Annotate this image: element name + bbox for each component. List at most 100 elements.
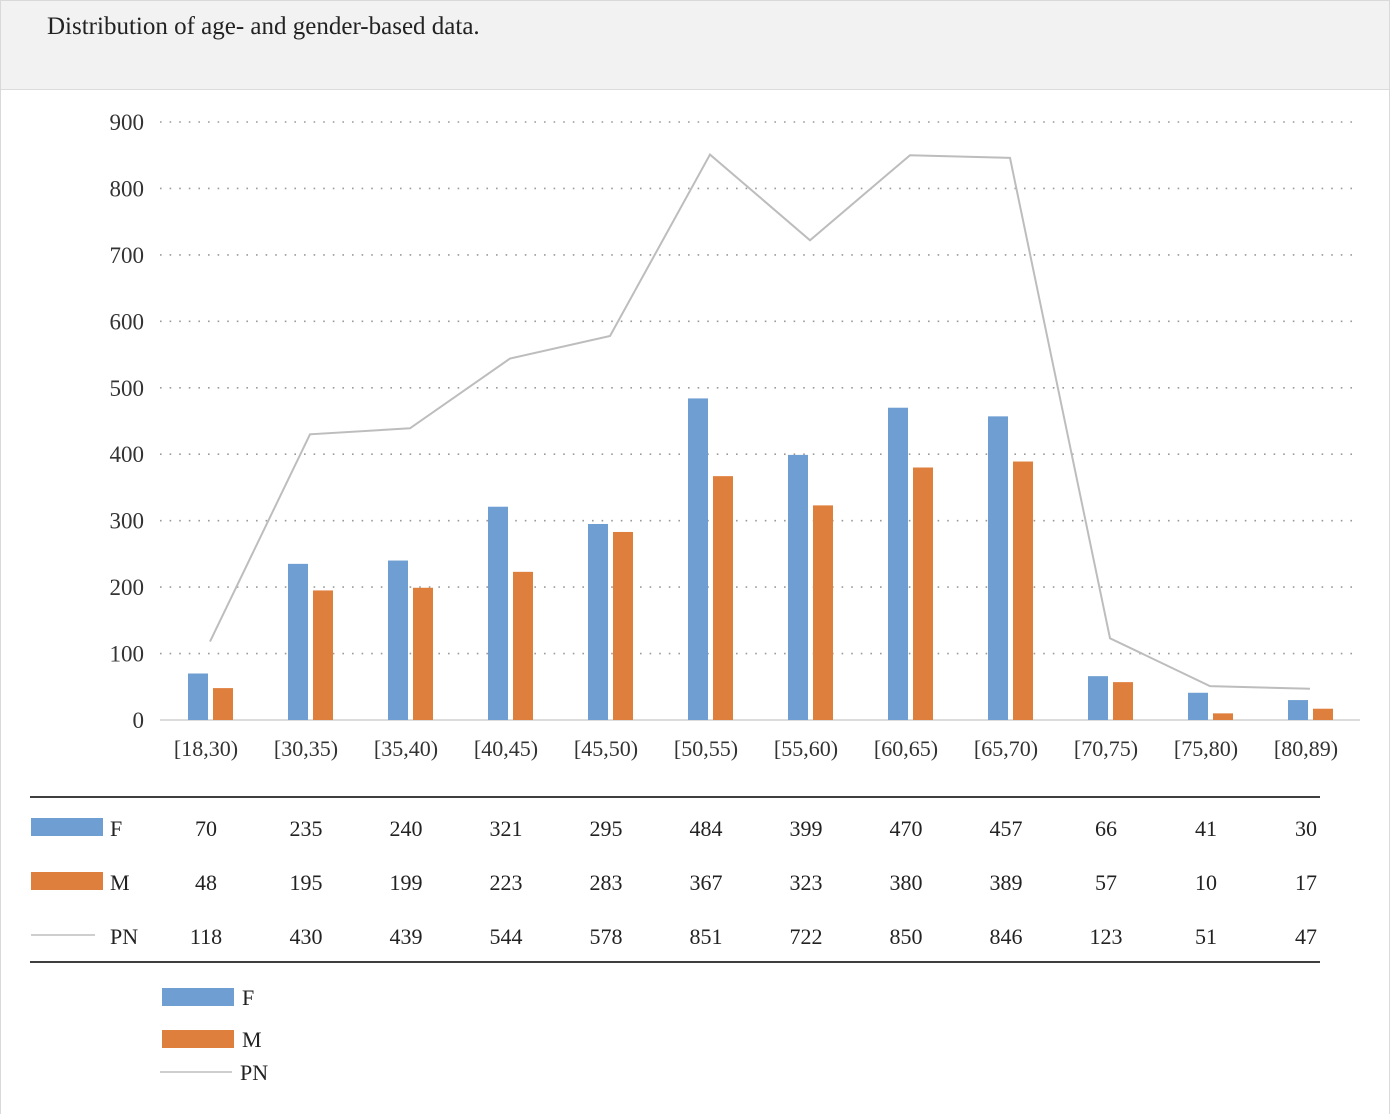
table-cell: 48 bbox=[195, 870, 217, 895]
table-cell: 57 bbox=[1095, 870, 1117, 895]
table-cell: 851 bbox=[690, 924, 723, 949]
table-row-label: M bbox=[110, 870, 130, 895]
table-cell: 235 bbox=[290, 816, 323, 841]
y-tick-labels: 0 100 200 300 400 500 600 700 800 900 bbox=[110, 110, 145, 733]
legend-label-pn: PN bbox=[240, 1060, 268, 1085]
bar-f bbox=[1088, 676, 1108, 720]
bar-f bbox=[688, 398, 708, 720]
x-tick-label: [35,40) bbox=[374, 736, 438, 761]
bar-m bbox=[713, 476, 733, 720]
legend-swatch-m bbox=[162, 1030, 234, 1048]
table-cell: 66 bbox=[1095, 816, 1117, 841]
bar-layer bbox=[188, 398, 1333, 720]
x-tick-label: [50,55) bbox=[674, 736, 738, 761]
legend-swatch-f bbox=[162, 988, 234, 1006]
table-cell: 295 bbox=[590, 816, 623, 841]
table-cell: 457 bbox=[990, 816, 1023, 841]
x-tick-label: [80,89) bbox=[1274, 736, 1338, 761]
table-key-f bbox=[31, 818, 103, 836]
bar-m bbox=[613, 531, 633, 720]
bar-m bbox=[1013, 461, 1033, 720]
bar-m bbox=[513, 571, 533, 720]
data-table: F 70 235 240 321 295 484 399 470 457 66 41 30 M 48 195 1… bbox=[30, 796, 1320, 963]
legend-label-m: M bbox=[242, 1027, 262, 1052]
figure-caption: Distribution of age- and gender-based da… bbox=[47, 13, 480, 40]
x-tick-label: [30,35) bbox=[274, 736, 338, 761]
y-tick-label: 300 bbox=[110, 509, 145, 534]
bar-m bbox=[1313, 708, 1333, 720]
table-cell: 240 bbox=[390, 816, 423, 841]
bar-m bbox=[213, 688, 233, 720]
table-cell: 430 bbox=[290, 924, 323, 949]
y-tick-label: 500 bbox=[110, 376, 145, 401]
table-cell: 118 bbox=[190, 924, 222, 949]
line-layer bbox=[209, 152, 1311, 690]
x-tick-label: [65,70) bbox=[974, 736, 1038, 761]
frame-left-border bbox=[0, 88, 1, 1114]
table-cell: 195 bbox=[290, 870, 323, 895]
y-tick-label: 400 bbox=[110, 442, 145, 467]
table-cell: 10 bbox=[1195, 870, 1217, 895]
x-tick-label: [70,75) bbox=[1074, 736, 1138, 761]
bar-f bbox=[788, 454, 808, 720]
table-cell: 123 bbox=[1090, 924, 1123, 949]
table-cell: 722 bbox=[790, 924, 823, 949]
legend-label-f: F bbox=[242, 985, 254, 1010]
table-cell: 380 bbox=[890, 870, 923, 895]
table-cell: 846 bbox=[990, 924, 1023, 949]
table-cell: 850 bbox=[890, 924, 923, 949]
bar-m bbox=[813, 505, 833, 720]
table-cell: 389 bbox=[990, 870, 1023, 895]
bar-f bbox=[388, 560, 408, 720]
table-cell: 199 bbox=[390, 870, 423, 895]
bar-f bbox=[988, 416, 1008, 720]
table-cell: 544 bbox=[490, 924, 523, 949]
x-tick-label: [18,30) bbox=[174, 736, 238, 761]
bar-f bbox=[288, 563, 308, 720]
table-cell: 578 bbox=[590, 924, 623, 949]
category-labels: [18,30) [30,35) [35,40) [40,45) [45,50) [50,5… bbox=[174, 736, 1338, 761]
bar-f bbox=[888, 407, 908, 720]
table-cell: 41 bbox=[1195, 816, 1217, 841]
table-cell: 323 bbox=[790, 870, 823, 895]
x-tick-label: [60,65) bbox=[874, 736, 938, 761]
table-cell: 439 bbox=[390, 924, 423, 949]
table-cell: 399 bbox=[790, 816, 823, 841]
table-cell: 47 bbox=[1295, 924, 1317, 949]
table-cell: 484 bbox=[690, 816, 723, 841]
bar-m bbox=[413, 587, 433, 720]
table-cell: 70 bbox=[195, 816, 217, 841]
y-tick-label: 200 bbox=[110, 575, 145, 600]
bar-f bbox=[488, 506, 508, 720]
bar-f bbox=[588, 523, 608, 720]
table-cell: 367 bbox=[690, 870, 723, 895]
bar-f bbox=[1288, 700, 1308, 720]
y-tick-label: 900 bbox=[110, 110, 145, 135]
bar-m bbox=[913, 467, 933, 720]
bar-m bbox=[1213, 713, 1233, 720]
x-tick-label: [45,50) bbox=[574, 736, 638, 761]
table-cell: 223 bbox=[490, 870, 523, 895]
table-cell: 51 bbox=[1195, 924, 1217, 949]
table-cell: 17 bbox=[1295, 870, 1317, 895]
bar-m bbox=[1113, 682, 1133, 720]
legend: FM PN bbox=[160, 985, 268, 1085]
y-tick-label: 800 bbox=[110, 176, 145, 201]
x-tick-label: [40,45) bbox=[474, 736, 538, 761]
y-tick-label: 100 bbox=[110, 642, 145, 667]
grid-layer bbox=[160, 121, 1360, 721]
table-row-label: F bbox=[110, 816, 122, 841]
table-cell: 321 bbox=[490, 816, 523, 841]
y-tick-label: 0 bbox=[133, 708, 145, 733]
caption-bar: Distribution of age- and gender-based da… bbox=[0, 0, 1390, 90]
bar-f bbox=[1188, 692, 1208, 720]
bar-m bbox=[313, 590, 333, 720]
table-cell: 283 bbox=[590, 870, 623, 895]
bar-f bbox=[188, 673, 208, 720]
line-pn bbox=[209, 152, 1311, 690]
table-cell: 470 bbox=[890, 816, 923, 841]
y-tick-label: 700 bbox=[110, 243, 145, 268]
x-tick-label: [55,60) bbox=[774, 736, 838, 761]
